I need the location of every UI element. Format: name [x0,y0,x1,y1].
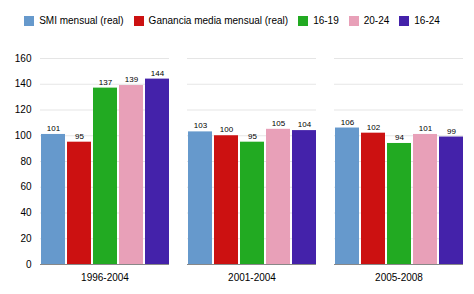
html-text:Ganancia media mensual (real): Ganancia media mensual (real) [148,15,289,26]
svg-text:101: 101 [419,124,433,133]
svg-text:20: 20 [20,233,32,244]
svg-text:140: 140 [15,78,32,89]
svg-text:94: 94 [395,133,404,142]
svg-text:2005-2008: 2005-2008 [375,272,423,283]
svg-text:95: 95 [248,132,257,141]
html-text:SMI mensual (real): SMI mensual (real) [39,15,124,26]
svg-text:144: 144 [151,69,165,78]
svg-text:106: 106 [341,118,355,127]
html-text:20-24: 20-24 [363,15,390,26]
svg-text:1996-2004: 1996-2004 [81,272,129,283]
html-text:16-19: 16-19 [313,15,339,26]
svg-text:104: 104 [298,120,312,129]
svg-text:60: 60 [20,181,32,192]
svg-text:105: 105 [272,119,286,128]
svg-text:160: 160 [15,53,32,64]
svg-text:137: 137 [99,78,113,87]
svg-text:100: 100 [15,130,32,141]
html-text:16-24: 16-24 [414,15,440,26]
svg-text:40: 40 [20,207,32,218]
svg-text:100: 100 [220,125,234,134]
svg-text:80: 80 [20,156,32,167]
svg-text:99: 99 [447,127,456,136]
svg-text:95: 95 [75,132,84,141]
svg-text:102: 102 [367,123,381,132]
svg-text:120: 120 [15,104,32,115]
svg-text:103: 103 [194,121,208,130]
svg-text:139: 139 [125,75,139,84]
svg-text:101: 101 [47,124,61,133]
svg-text:2001-2004: 2001-2004 [228,272,276,283]
svg-text:0: 0 [26,259,32,270]
